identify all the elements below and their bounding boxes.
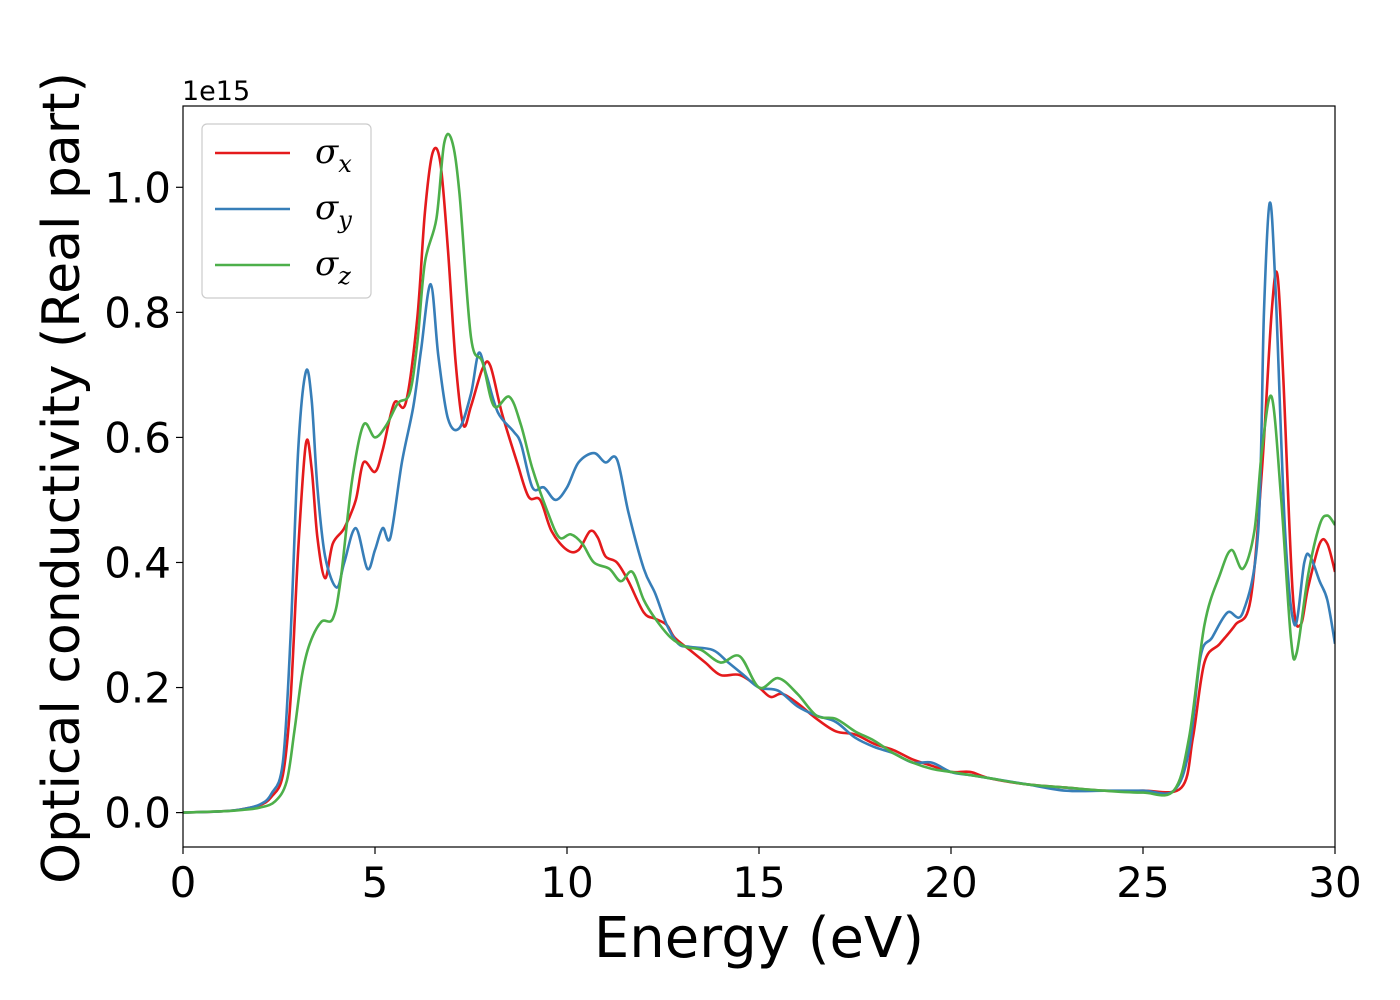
y-tick-label: 0.8 xyxy=(104,288,171,337)
x-tick-label: 20 xyxy=(924,858,977,907)
y-tick-label: 1.0 xyxy=(104,163,171,212)
y-tick-label: 0.4 xyxy=(104,538,171,587)
y-axis-label: Optical conductivity (Real part) xyxy=(32,72,92,884)
x-tick-label: 15 xyxy=(732,858,785,907)
x-tick-label: 5 xyxy=(362,858,389,907)
x-tick-label: 10 xyxy=(540,858,593,907)
legend: σx σy σz xyxy=(201,123,372,299)
legend-label-x: σx xyxy=(315,132,352,178)
series-line-y xyxy=(183,201,1335,814)
x-axis-label: Energy (eV) xyxy=(594,906,924,971)
series-lines xyxy=(183,132,1335,814)
x-tick-label: 30 xyxy=(1308,858,1361,907)
legend-label-y: σy xyxy=(315,188,352,234)
legend-box xyxy=(201,123,372,299)
x-tick-label: 25 xyxy=(1116,858,1169,907)
x-tick-label: 0 xyxy=(170,858,197,907)
y-tick-label: 0.6 xyxy=(104,413,171,462)
legend-label-z: σz xyxy=(315,244,351,290)
y-tick-label: 0.2 xyxy=(104,664,171,713)
series-line-x xyxy=(183,146,1335,814)
y-scale-offset-label: 1e15 xyxy=(182,76,250,107)
y-tick-label: 0.0 xyxy=(104,789,171,838)
y-axis-ticks: 0.0 0.2 0.4 0.6 0.8 1.0 xyxy=(104,163,183,838)
series-line-z xyxy=(183,132,1335,814)
x-axis-ticks: 0 5 10 15 20 25 30 xyxy=(170,847,1362,907)
